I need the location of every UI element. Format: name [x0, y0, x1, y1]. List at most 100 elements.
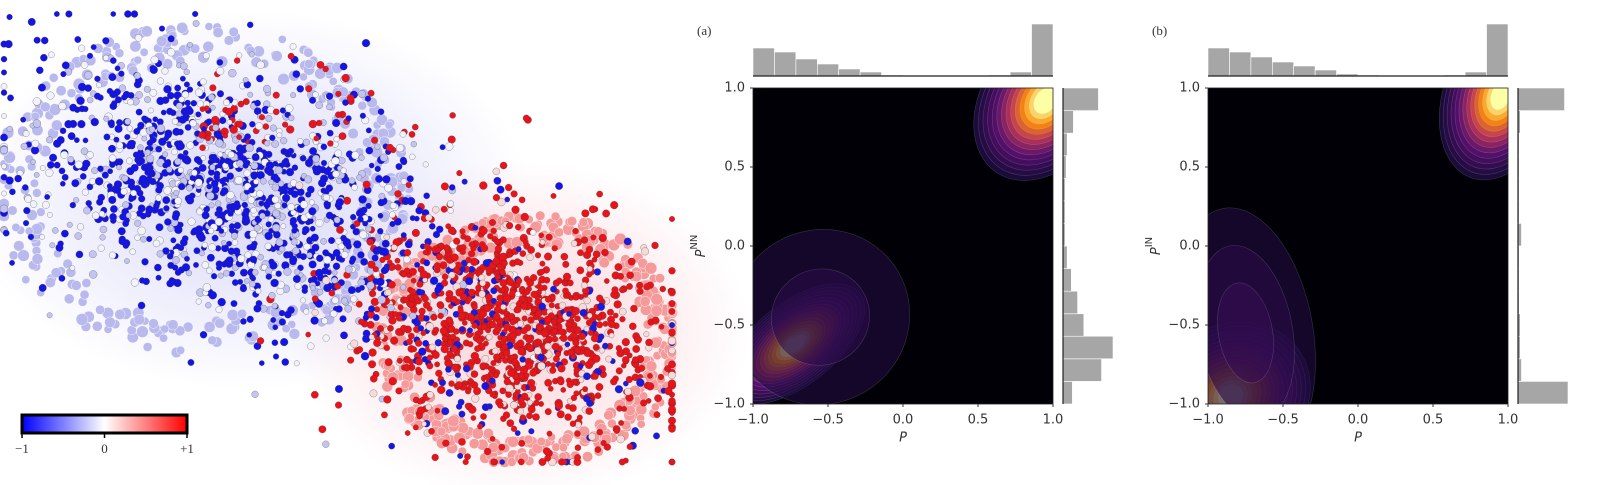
colorbar: −1 0 +1	[15, 413, 194, 456]
node	[559, 334, 568, 342]
node	[291, 190, 299, 198]
node	[212, 27, 224, 38]
y-tick-label: 0.5	[724, 160, 745, 175]
node	[122, 90, 131, 99]
node	[39, 234, 45, 240]
node	[403, 355, 411, 364]
node	[515, 223, 522, 231]
node	[423, 243, 430, 250]
node	[64, 293, 75, 305]
node	[22, 184, 29, 191]
node	[33, 36, 41, 44]
node	[368, 305, 376, 313]
node	[461, 178, 468, 185]
node	[194, 178, 203, 187]
node	[485, 293, 493, 301]
node	[538, 302, 546, 311]
node	[501, 260, 508, 267]
node	[572, 294, 579, 301]
node	[355, 300, 363, 308]
node	[264, 231, 273, 241]
node	[263, 84, 271, 93]
node	[69, 103, 78, 112]
node	[383, 395, 392, 404]
node	[544, 408, 552, 416]
node	[546, 430, 553, 437]
node	[394, 264, 402, 271]
node	[520, 302, 528, 310]
x-axis-label: P	[1354, 431, 1362, 446]
node	[493, 312, 501, 321]
node	[40, 54, 48, 62]
node	[362, 180, 371, 189]
node	[573, 326, 582, 335]
node	[350, 214, 357, 221]
node	[510, 401, 518, 409]
node	[422, 340, 429, 347]
node	[490, 458, 498, 466]
node	[450, 253, 459, 262]
node	[470, 351, 479, 361]
node	[183, 81, 190, 88]
node	[141, 115, 148, 122]
node	[357, 216, 364, 223]
node	[79, 289, 90, 300]
node	[181, 156, 189, 164]
node	[493, 176, 502, 185]
node	[110, 205, 118, 213]
node	[519, 414, 527, 421]
node	[148, 318, 159, 329]
node	[166, 253, 174, 260]
node	[65, 10, 73, 18]
node	[312, 154, 320, 163]
node	[538, 232, 545, 238]
node	[240, 268, 248, 277]
node	[130, 189, 137, 197]
node	[243, 278, 250, 284]
node	[484, 373, 490, 380]
node	[134, 234, 141, 241]
node	[418, 307, 426, 315]
node	[39, 165, 46, 171]
node	[404, 240, 413, 249]
node	[668, 397, 676, 405]
node	[426, 362, 434, 370]
node	[141, 135, 148, 142]
node	[99, 225, 108, 234]
node	[92, 211, 100, 220]
node	[133, 72, 141, 80]
node	[411, 228, 420, 237]
node	[377, 325, 384, 332]
node	[246, 244, 253, 251]
node	[135, 91, 143, 99]
node	[492, 257, 500, 266]
node	[302, 226, 310, 234]
node	[348, 177, 356, 184]
node	[236, 120, 244, 128]
node	[211, 115, 220, 125]
node	[520, 212, 529, 222]
node	[170, 237, 177, 244]
node	[558, 301, 567, 310]
node	[272, 108, 280, 116]
node	[331, 156, 340, 165]
node	[9, 260, 15, 266]
node	[249, 280, 256, 288]
node	[365, 225, 372, 233]
node	[497, 402, 504, 409]
node	[111, 100, 118, 107]
node	[224, 157, 231, 165]
colorbar-tick-label: −1	[15, 441, 29, 456]
node	[77, 120, 86, 129]
node	[506, 222, 514, 230]
node	[133, 80, 142, 89]
node	[422, 161, 429, 168]
node	[75, 250, 84, 259]
node	[467, 377, 474, 384]
node	[539, 268, 546, 275]
node	[335, 385, 343, 393]
node	[272, 209, 280, 218]
node	[86, 52, 93, 59]
node	[574, 315, 581, 322]
node	[588, 432, 596, 441]
